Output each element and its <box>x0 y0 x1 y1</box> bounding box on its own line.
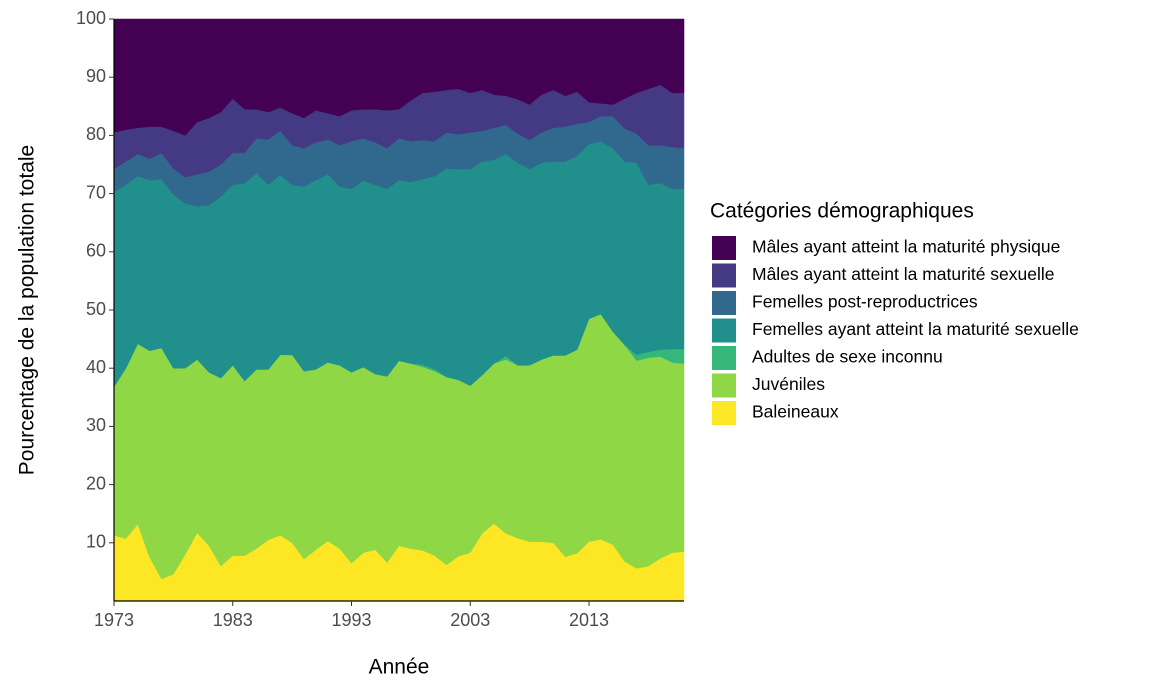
x-tick-label: 1993 <box>331 610 371 630</box>
legend-swatch <box>712 401 736 425</box>
y-tick-label: 90 <box>86 66 106 86</box>
plot-area <box>113 18 685 602</box>
legend-label: Mâles ayant atteint la maturité physique <box>752 237 1060 257</box>
x-tick-label: 2013 <box>569 610 609 630</box>
legend-swatch <box>712 346 736 370</box>
legend-swatch <box>712 263 736 288</box>
legend-swatch <box>712 291 736 315</box>
legend-label: Femelles post-reproductrices <box>752 292 978 312</box>
y-tick-label: 10 <box>86 532 106 552</box>
x-tick-label: 2003 <box>450 610 490 630</box>
area <box>113 18 685 136</box>
legend-label: Juvéniles <box>752 374 825 394</box>
y-axis-label: Pourcentage de la population totale <box>16 145 39 475</box>
legend-label: Adultes de sexe inconnu <box>752 347 943 367</box>
y-tick-label: 70 <box>86 182 106 202</box>
legend-swatch <box>712 373 736 398</box>
y-tick-label: 40 <box>86 357 106 377</box>
x-tick-label: 1983 <box>213 610 253 630</box>
y-tick-label: 100 <box>76 8 106 28</box>
x-axis-label: Année <box>369 656 430 679</box>
legend-label: Mâles ayant atteint la maturité sexuelle <box>752 264 1055 284</box>
y-tick-label: 80 <box>86 124 106 144</box>
legend-swatch <box>712 318 736 343</box>
y-tick-label: 20 <box>86 473 106 493</box>
y-tick-label: 50 <box>86 299 106 319</box>
x-tick-label: 1973 <box>94 610 134 630</box>
legend-label: Baleineaux <box>752 402 839 422</box>
legend-swatch <box>712 236 736 260</box>
legend-label: Femelles ayant atteint la maturité sexue… <box>752 319 1079 339</box>
legend-title: Catégories démographiques <box>710 200 974 223</box>
y-tick-label: 60 <box>86 241 106 261</box>
y-tick-label: 30 <box>86 415 106 435</box>
